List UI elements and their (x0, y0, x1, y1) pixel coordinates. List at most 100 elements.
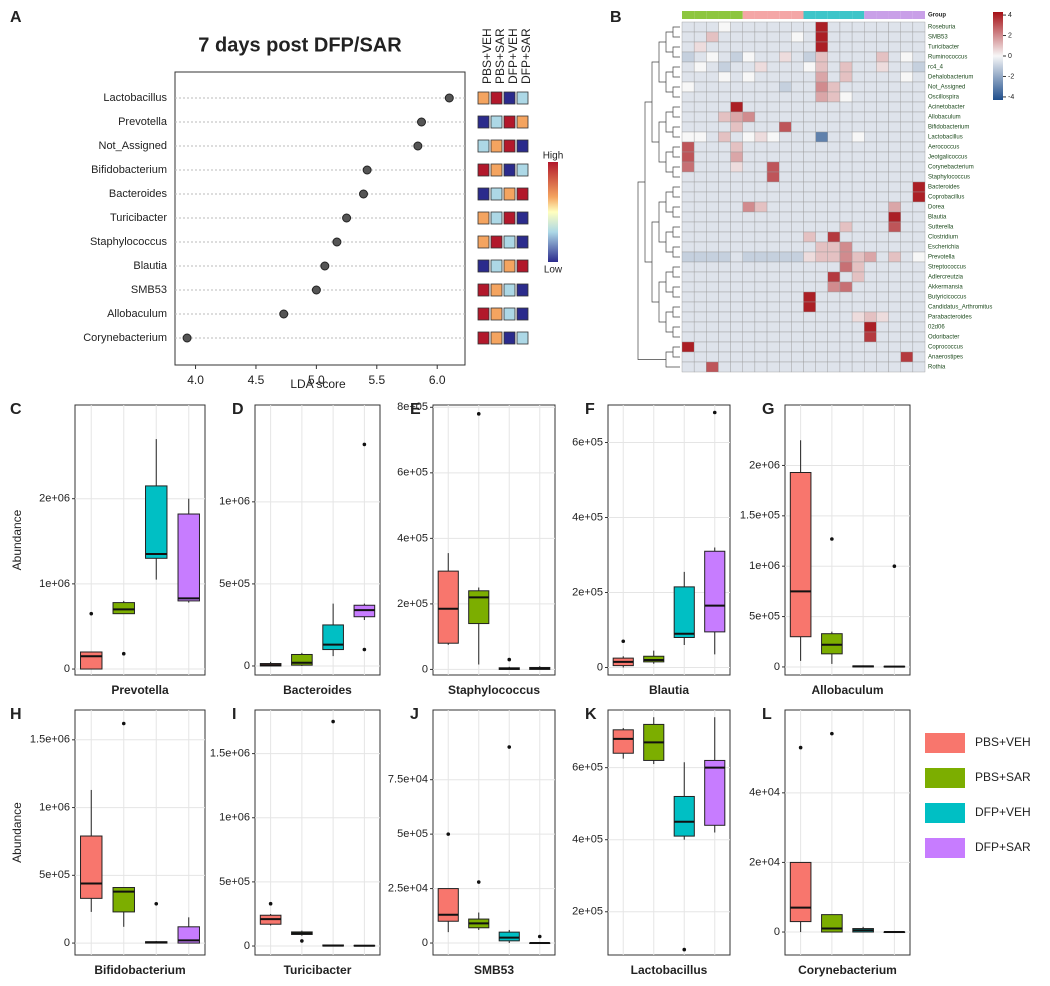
heat-cell (791, 21, 804, 33)
group-bar (706, 11, 719, 19)
heat-cell (706, 21, 719, 33)
heat-cell (851, 71, 865, 83)
heat-cell (791, 261, 804, 273)
heat-cell (912, 251, 926, 263)
heat-cell (912, 71, 926, 83)
heat-cell (742, 101, 756, 113)
heat-cell (718, 301, 731, 313)
heat-cell (851, 161, 865, 173)
dendrogram (658, 281, 666, 323)
heat-cell (490, 307, 503, 321)
heat-cell (706, 341, 719, 353)
column-label: PBS+SAR (493, 28, 507, 84)
heat-cell (516, 139, 529, 153)
heat-cell (693, 241, 707, 253)
heat-cell (876, 291, 889, 303)
heat-cell (912, 31, 926, 43)
dendrogram (672, 146, 680, 158)
heat-cell (803, 201, 816, 213)
heat-cell (876, 301, 889, 313)
x-axis-label: Prevotella (111, 683, 169, 697)
row-label: SMB53 (928, 35, 948, 41)
row-label: Candidatus_Arthromitus (928, 305, 992, 311)
plot-frame (254, 404, 381, 676)
heat-cell (827, 191, 841, 203)
legend-swatch (925, 768, 965, 788)
heat-cell (851, 261, 865, 273)
scale-tick-label: 0 (1008, 53, 1012, 60)
heat-cell (888, 111, 901, 123)
heat-cell (706, 61, 719, 73)
heat-cell (912, 291, 926, 303)
heat-cell (839, 211, 853, 223)
y-tick-label: 0 (64, 937, 70, 949)
heat-cell (681, 111, 695, 123)
outlier (830, 731, 834, 736)
heat-cell (706, 291, 719, 303)
heat-cell (827, 161, 841, 173)
row-label: Aerococcus (928, 145, 959, 151)
heat-cell (900, 41, 914, 53)
heat-cell (693, 111, 707, 123)
group-bar (754, 11, 768, 19)
heat-cell (864, 81, 877, 93)
panel-label: L (762, 706, 772, 723)
heat-cell (477, 91, 490, 105)
heat-cell (681, 161, 695, 173)
heat-cell (754, 341, 768, 353)
heat-cell (742, 171, 756, 183)
heat-cell (876, 161, 889, 173)
heat-cell (912, 271, 926, 283)
heat-cell (730, 61, 743, 73)
heat-cell (490, 163, 503, 177)
y-tick-label: Bacteroides (109, 188, 168, 200)
panel-label: E (410, 401, 421, 418)
heat-cell (815, 221, 829, 233)
heat-cell (742, 41, 756, 53)
heat-cell (730, 191, 743, 203)
dendrogram (637, 181, 666, 360)
heat-cell (681, 91, 695, 103)
row-label: Not_Assigned (928, 85, 965, 91)
heat-cell (888, 231, 901, 243)
group-bar (900, 11, 913, 19)
heat-cell (876, 251, 889, 263)
heat-cell (706, 81, 719, 93)
heat-cell (718, 31, 731, 43)
heat-cell (706, 191, 719, 203)
heat-cell (730, 21, 743, 33)
heat-cell (706, 91, 719, 103)
heat-cell (851, 361, 865, 373)
heat-cell (827, 121, 841, 133)
dendrogram (672, 126, 680, 138)
y-tick-label: 1e+06 (219, 812, 250, 824)
heat-cell (827, 241, 841, 253)
heat-cell (754, 281, 768, 293)
heat-cell (791, 341, 804, 353)
heat-cell (766, 71, 780, 83)
heat-cell (681, 251, 695, 263)
heat-cell (742, 321, 756, 333)
heat-cell (851, 231, 865, 243)
outlier (798, 745, 803, 750)
heat-cell (706, 101, 719, 113)
heat-cell (791, 131, 804, 143)
row-label: Clostridium (928, 235, 958, 241)
heat-cell (681, 61, 695, 73)
legend-label: PBS+VEH (975, 735, 1031, 749)
heat-cell (681, 321, 695, 333)
dendrogram (672, 86, 680, 98)
heat-cell (718, 181, 731, 193)
x-axis-label: Bacteroides (283, 683, 352, 697)
box (612, 729, 634, 754)
heat-cell (791, 51, 804, 63)
heat-cell (803, 121, 816, 133)
heat-cell (912, 311, 926, 323)
heat-cell (803, 31, 816, 43)
row-label: Coprococcus (928, 345, 963, 351)
heat-cell (779, 81, 792, 93)
y-tick-label: 0 (774, 926, 780, 938)
heat-cell (766, 341, 780, 353)
heat-cell (851, 41, 865, 53)
heat-cell (706, 111, 719, 123)
